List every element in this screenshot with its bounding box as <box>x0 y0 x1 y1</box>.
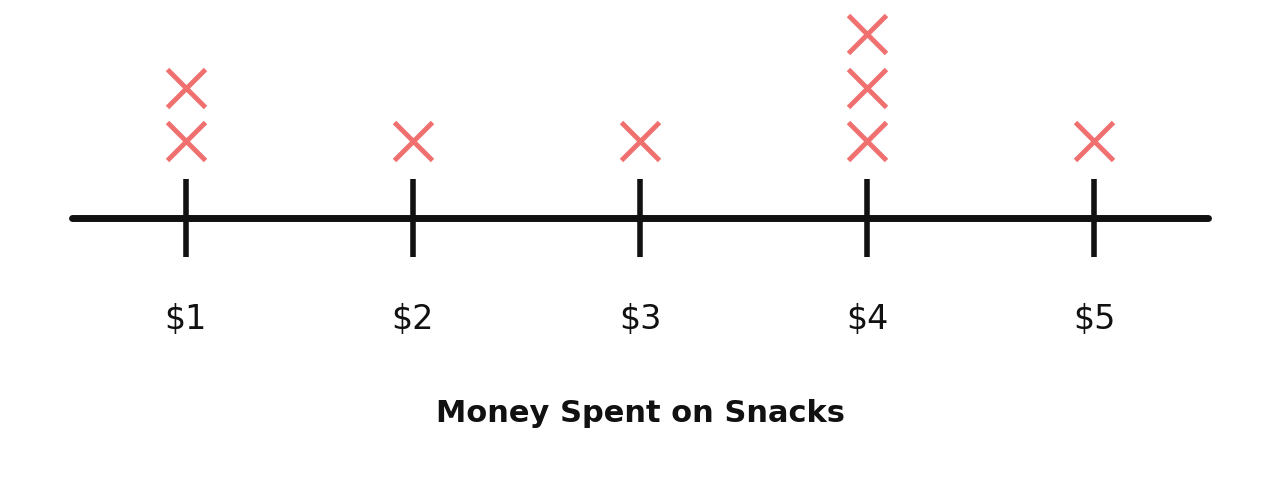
Text: $3: $3 <box>618 303 662 336</box>
Text: $2: $2 <box>392 303 434 336</box>
Text: $5: $5 <box>1073 303 1115 336</box>
Text: $1: $1 <box>165 303 207 336</box>
Text: Money Spent on Snacks: Money Spent on Snacks <box>435 399 845 428</box>
Text: $4: $4 <box>846 303 888 336</box>
